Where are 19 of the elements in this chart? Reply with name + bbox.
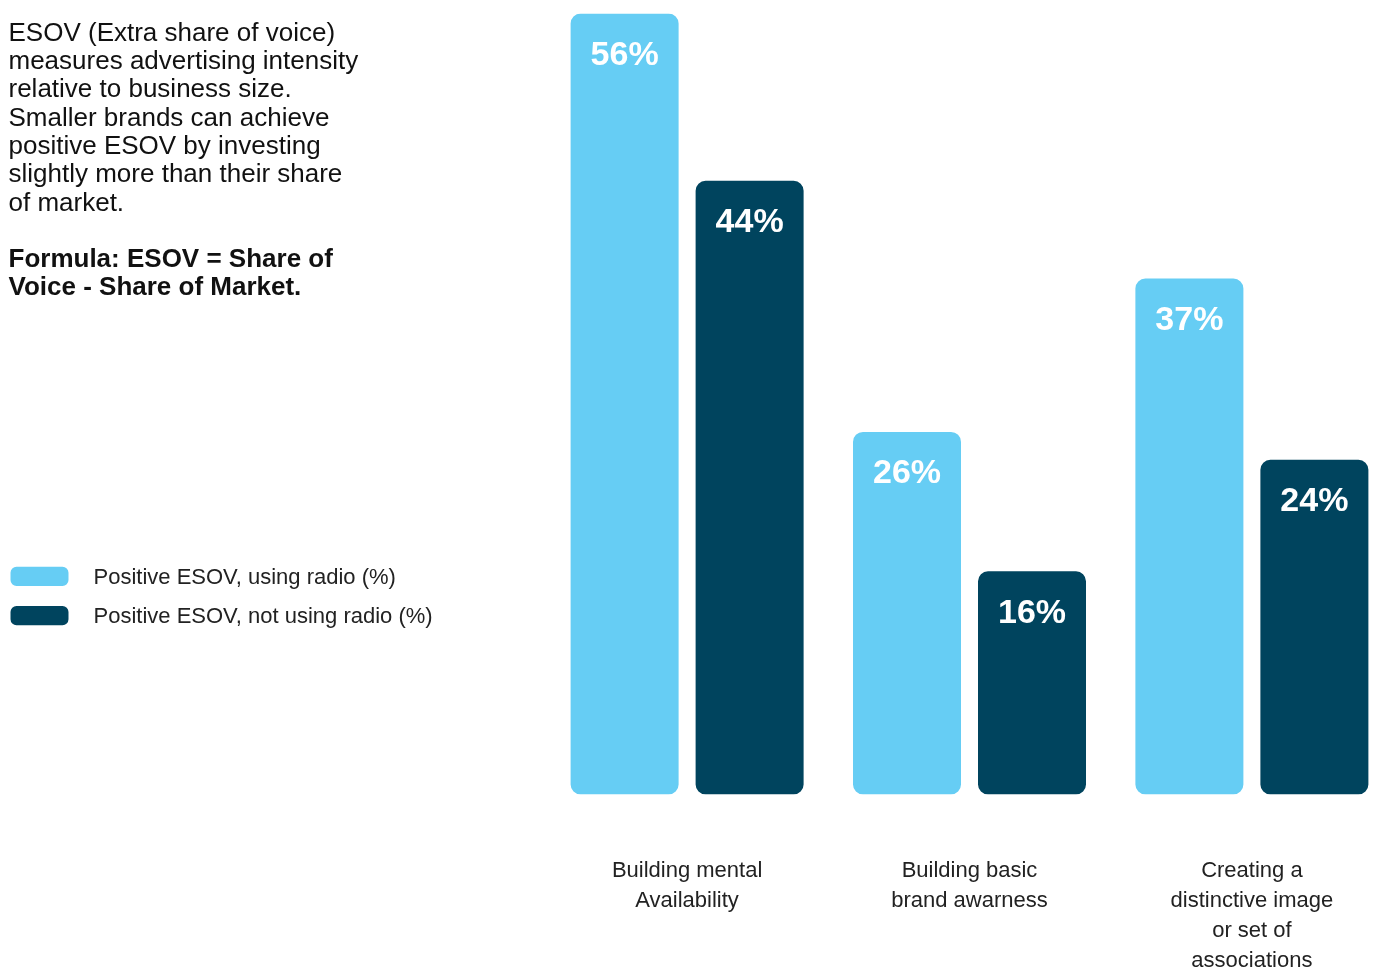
bar [1260, 459, 1369, 795]
legend-label: Positive ESOV, not using radio (%) [93, 603, 433, 629]
data-label: 37% [1155, 299, 1224, 338]
x-tick-label: Creating a distinctive image or set of associations [1170, 856, 1334, 972]
bar [978, 571, 1086, 795]
data-label: 56% [590, 34, 659, 73]
legend-label: Positive ESOV, using radio (%) [93, 563, 396, 589]
data-label: 26% [872, 452, 942, 491]
text: ESOV (Extra share of voice) measures advertising intensity relative to business size. Smaller brands can achieve positive ESOV by investing slightly more than their share of market. [8, 16, 359, 217]
x-tick-label: Building basic brand awarness [891, 856, 1048, 912]
bar [570, 13, 679, 795]
bar [1135, 278, 1244, 795]
text: Formula: ESOV = Share of Voice - Share of Market. [8, 242, 334, 302]
bar [853, 431, 961, 795]
x-tick-label: Building mental Availability [611, 856, 763, 912]
bar [695, 180, 804, 795]
data-label: 24% [1280, 480, 1349, 519]
data-label: 16% [997, 591, 1067, 630]
data-label: 44% [715, 201, 784, 240]
